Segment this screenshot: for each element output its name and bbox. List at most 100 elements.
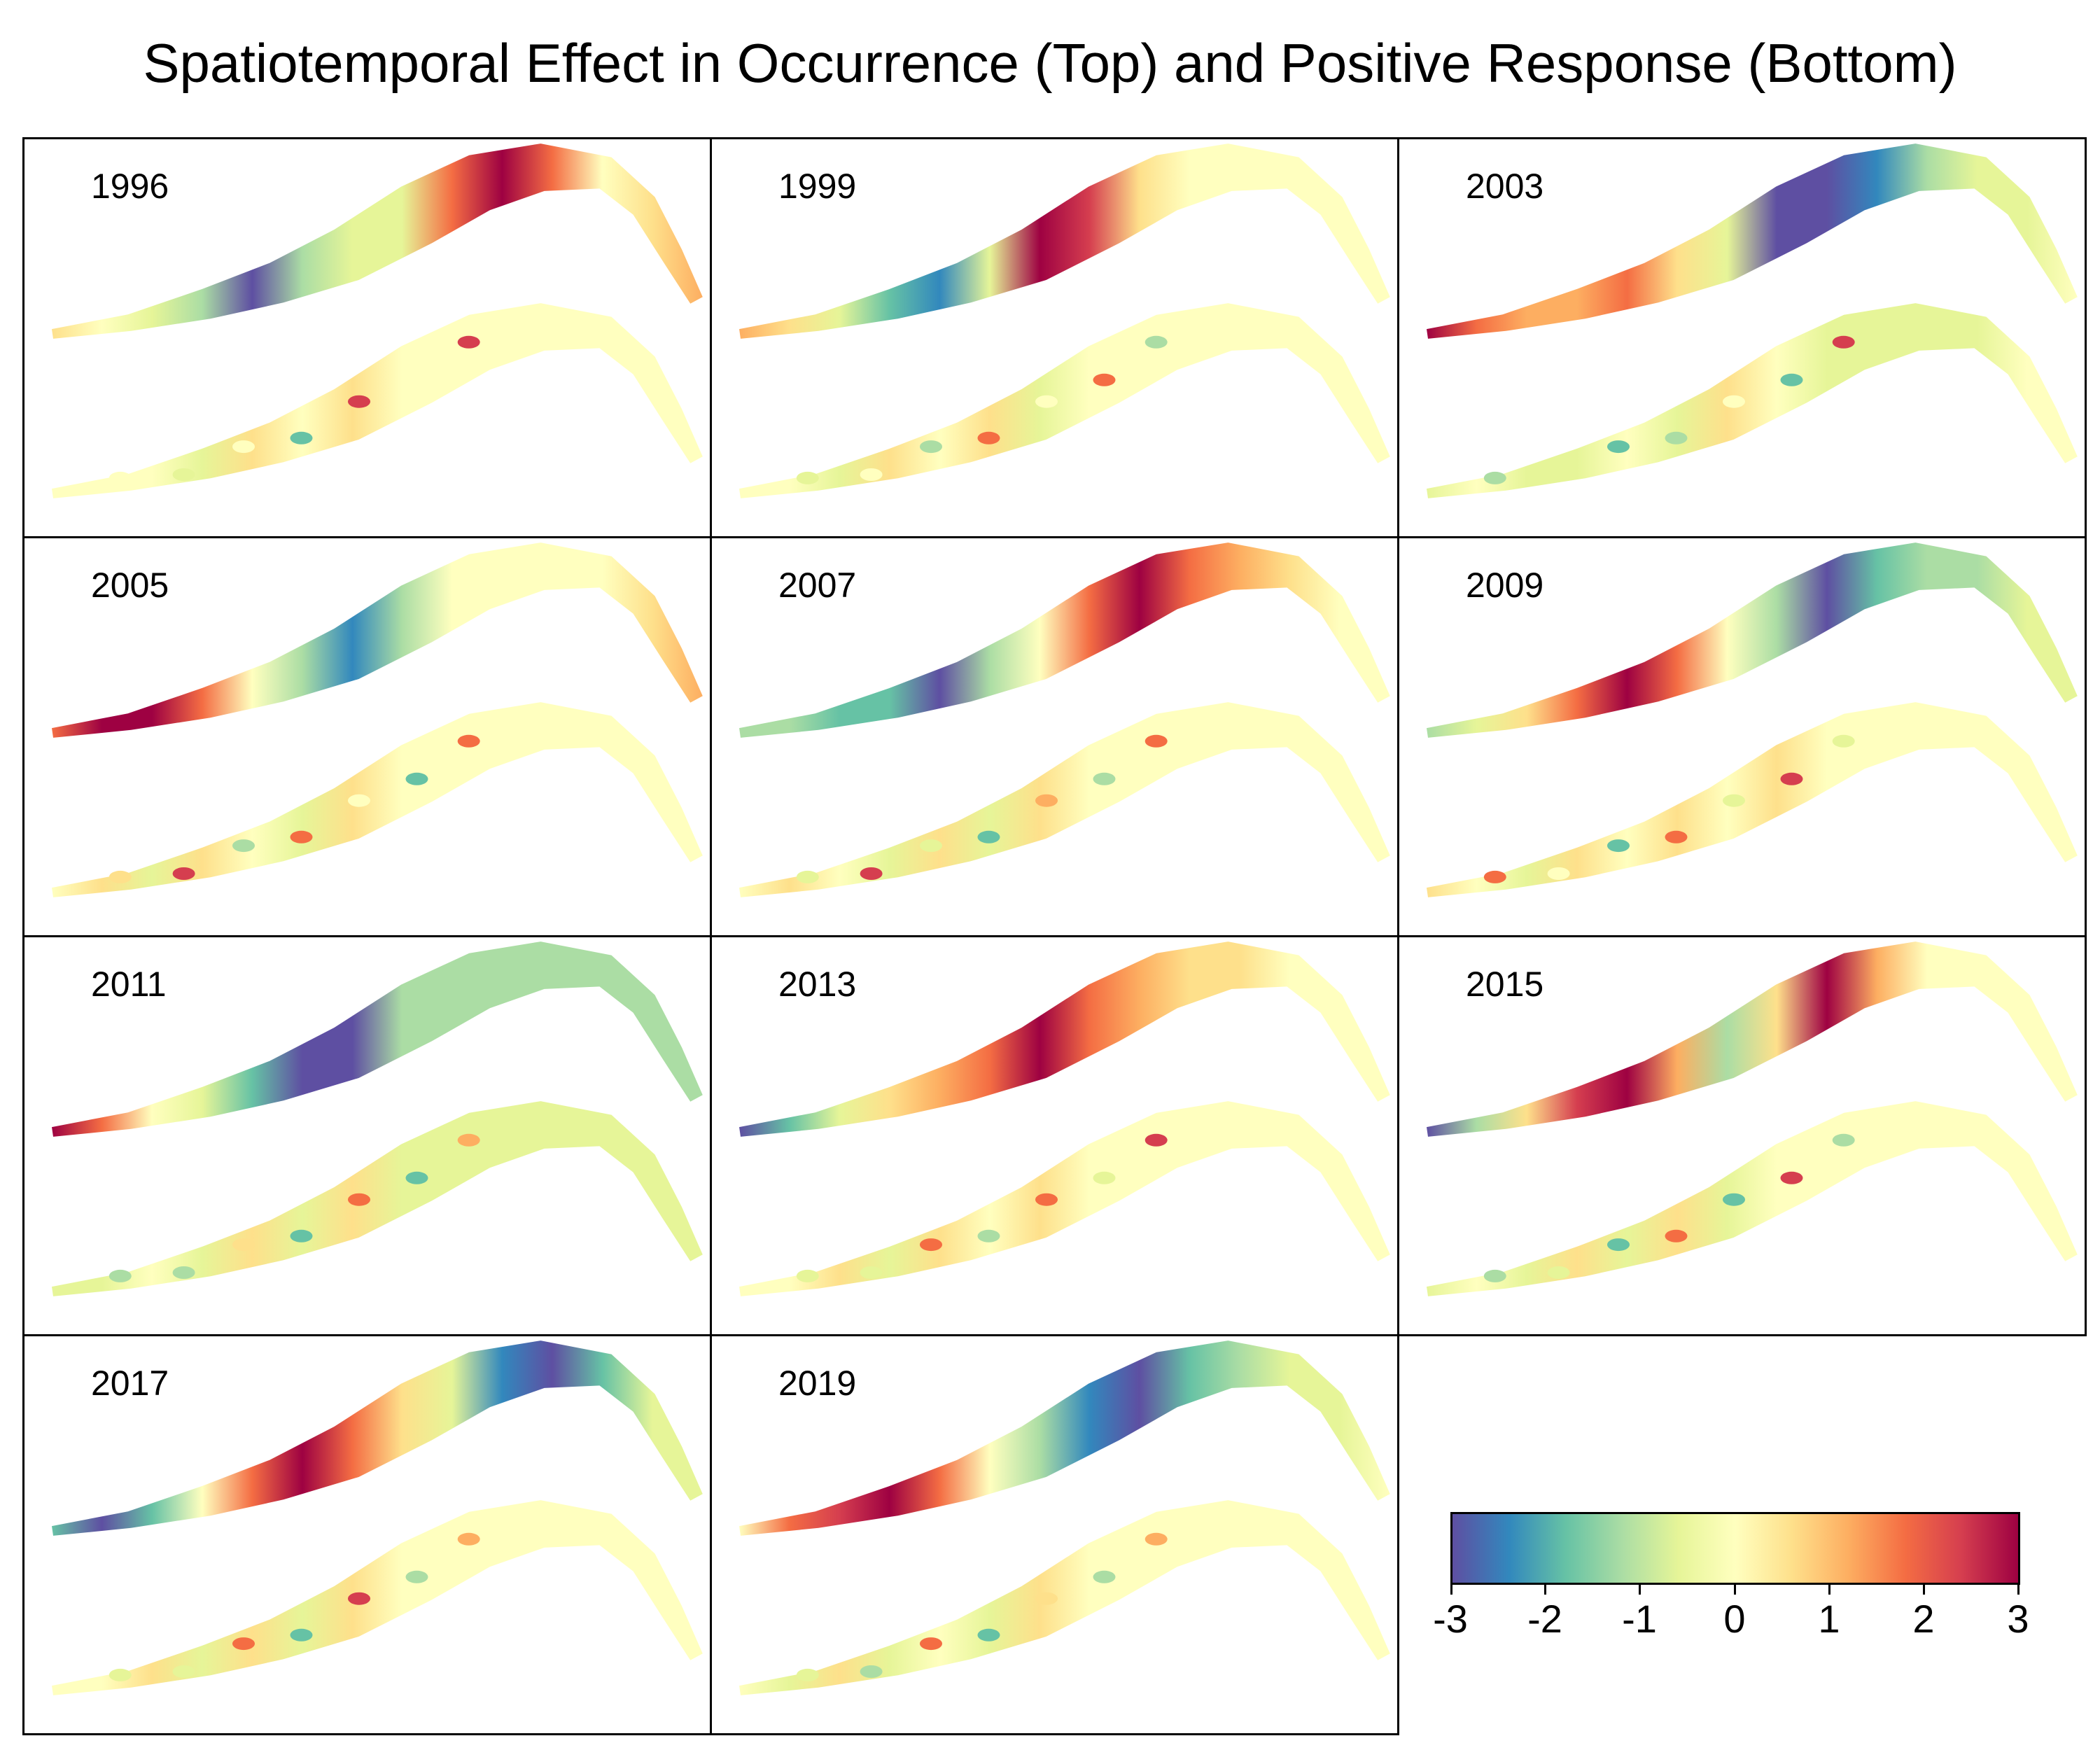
positive-response-hotspot [1144,1532,1168,1546]
year-label: 2009 [1466,566,1544,605]
map-panel-2007: 2007 [710,536,1399,937]
map-panel-2017: 2017 [22,1334,712,1735]
positive-response-hotspot [860,867,883,880]
occurrence-effect-map [52,1340,703,1536]
positive-response-hotspot [920,1238,942,1252]
panel-map-svg [52,144,703,498]
positive-response-hotspot [977,1628,1000,1642]
positive-response-hotspot [232,839,255,853]
positive-response-hotspot [860,468,883,481]
panel-map-svg [739,542,1390,897]
year-label: 2005 [91,566,169,605]
positive-response-hotspot [1093,373,1116,386]
year-label: 2015 [1466,965,1544,1004]
positive-response-hotspot [405,1171,428,1184]
colorbar-tick-label: -1 [1622,1597,1657,1641]
positive-response-hotspot [457,335,480,349]
positive-response-hotspot [1780,772,1803,785]
map-panel-2019: 2019 [710,1334,1399,1735]
map-panel-2013: 2013 [710,935,1399,1336]
panel-map-svg [739,144,1390,498]
positive-response-hotspot [1035,1193,1058,1206]
map-panel-2015: 2015 [1397,935,2087,1336]
positive-response-hotspot [1607,1238,1630,1252]
positive-response-hotspot [1093,1570,1116,1583]
positive-response-hotspot [348,1592,370,1605]
map-panel-1999: 1999 [710,137,1399,538]
colorbar-tick-label: -3 [1433,1597,1468,1641]
positive-response-hotspot [1665,1229,1688,1242]
positive-response-hotspot [290,431,313,444]
year-label: 2011 [91,965,167,1004]
colorbar-tick-mark [1639,1585,1641,1595]
positive-response-hotspot [405,1570,428,1583]
positive-response-hotspot [108,1668,132,1681]
positive-response-hotspot [1483,471,1506,484]
positive-response-hotspot [977,431,1000,444]
panel-map-svg [1427,144,2078,498]
positive-response-hotspot [1144,734,1168,748]
positive-response-hotspot [1723,794,1745,807]
positive-response-hotspot [108,1269,132,1282]
positive-response-hotspot [920,440,942,454]
positive-response-hotspot [860,1266,883,1279]
colorbar-tick-mark [1923,1585,1925,1595]
year-label: 1999 [778,167,857,206]
positive-response-map [1427,303,2078,498]
occurrence-effect-map [52,941,703,1137]
positive-response-hotspot [405,772,428,785]
occurrence-effect-map [1427,144,2078,339]
positive-response-hotspot [1093,772,1116,785]
positive-response-map [739,303,1390,498]
positive-response-hotspot [172,468,195,481]
positive-response-hotspot [1723,395,1745,408]
colorbar-tick-label: 0 [1723,1597,1746,1641]
positive-response-hotspot [1547,867,1570,880]
panel-map-svg [52,542,703,897]
occurrence-effect-map [1427,542,2078,738]
positive-response-hotspot [977,830,1000,844]
positive-response-hotspot [108,870,132,883]
positive-response-hotspot [1483,1269,1506,1282]
positive-response-hotspot [457,1532,480,1546]
positive-response-hotspot [796,870,819,883]
positive-response-hotspot [796,1269,819,1282]
year-label: 2007 [778,566,857,605]
positive-response-hotspot [1665,830,1688,844]
colorbar-tick-mark [1828,1585,1830,1595]
positive-response-hotspot [172,867,195,880]
positive-response-hotspot [1665,431,1688,444]
colorbar-tick-mark [1734,1585,1736,1595]
colorbar [1450,1512,2020,1585]
positive-response-hotspot [1832,335,1855,349]
map-panel-2003: 2003 [1397,137,2087,538]
positive-response-hotspot [920,1637,942,1651]
positive-response-map [739,1101,1390,1296]
positive-response-hotspot [1547,1266,1570,1279]
year-label: 1996 [91,167,169,206]
positive-response-hotspot [1607,839,1630,853]
map-panel-2011: 2011 [22,935,712,1336]
positive-response-hotspot [1832,1133,1855,1147]
positive-response-hotspot [1832,734,1855,748]
positive-response-hotspot [290,1229,313,1242]
positive-response-map [1427,702,2078,897]
positive-response-hotspot [348,395,370,408]
positive-response-hotspot [457,734,480,748]
panel-map-svg [1427,542,2078,897]
panel-map-svg [52,941,703,1296]
colorbar-tick-label: 3 [2007,1597,2029,1641]
positive-response-hotspot [290,830,313,844]
positive-response-hotspot [1780,373,1803,386]
positive-response-hotspot [232,440,255,454]
positive-response-hotspot [457,1133,480,1147]
panel-map-svg [52,1340,703,1695]
occurrence-effect-map [52,542,703,738]
positive-response-hotspot [348,794,370,807]
positive-response-hotspot [1483,870,1506,883]
occurrence-effect-map [52,144,703,339]
positive-response-hotspot [1144,1133,1168,1147]
panel-map-svg [1427,941,2078,1296]
year-label: 2013 [778,965,857,1004]
positive-response-hotspot [1093,1171,1116,1184]
